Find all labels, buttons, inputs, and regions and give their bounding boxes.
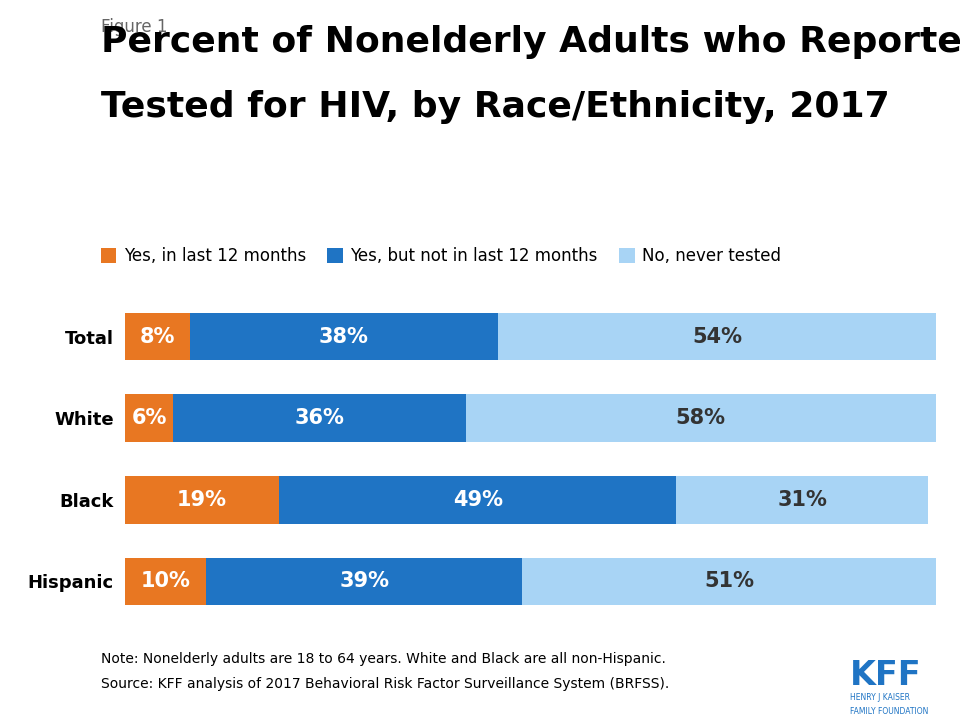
Bar [125, 395, 174, 442]
Text: 39%: 39% [339, 572, 389, 592]
Text: Yes, in last 12 months: Yes, in last 12 months [124, 246, 306, 264]
Bar [125, 312, 190, 360]
Bar [125, 558, 206, 606]
Bar [206, 558, 522, 606]
Text: 31%: 31% [778, 490, 828, 510]
Text: 38%: 38% [319, 326, 369, 346]
Text: Tested for HIV, by Race/Ethnicity, 2017: Tested for HIV, by Race/Ethnicity, 2017 [101, 90, 890, 124]
Text: 10%: 10% [140, 572, 190, 592]
Text: Source: KFF analysis of 2017 Behavioral Risk Factor Surveillance System (BRFSS).: Source: KFF analysis of 2017 Behavioral … [101, 677, 669, 690]
Text: No, never tested: No, never tested [642, 246, 781, 264]
Text: Yes, but not in last 12 months: Yes, but not in last 12 months [350, 246, 598, 264]
Bar [677, 476, 928, 523]
Bar [466, 395, 936, 442]
Text: Figure 1: Figure 1 [101, 18, 167, 36]
Text: 8%: 8% [139, 326, 175, 346]
Text: HENRY J KAISER
FAMILY FOUNDATION: HENRY J KAISER FAMILY FOUNDATION [850, 693, 928, 716]
Text: 58%: 58% [676, 408, 726, 428]
Bar [498, 312, 936, 360]
Bar [522, 558, 936, 606]
Text: 19%: 19% [177, 490, 227, 510]
Bar [125, 476, 279, 523]
Text: 49%: 49% [453, 490, 503, 510]
Text: 54%: 54% [692, 326, 742, 346]
Text: 51%: 51% [704, 572, 755, 592]
Text: 36%: 36% [295, 408, 345, 428]
Bar [174, 395, 466, 442]
Text: Percent of Nonelderly Adults who Reported Being: Percent of Nonelderly Adults who Reporte… [101, 25, 960, 59]
Text: Note: Nonelderly adults are 18 to 64 years. White and Black are all non-Hispanic: Note: Nonelderly adults are 18 to 64 yea… [101, 652, 665, 665]
Text: 6%: 6% [132, 408, 167, 428]
Text: KFF: KFF [850, 659, 922, 692]
Bar [279, 476, 677, 523]
Bar [190, 312, 498, 360]
